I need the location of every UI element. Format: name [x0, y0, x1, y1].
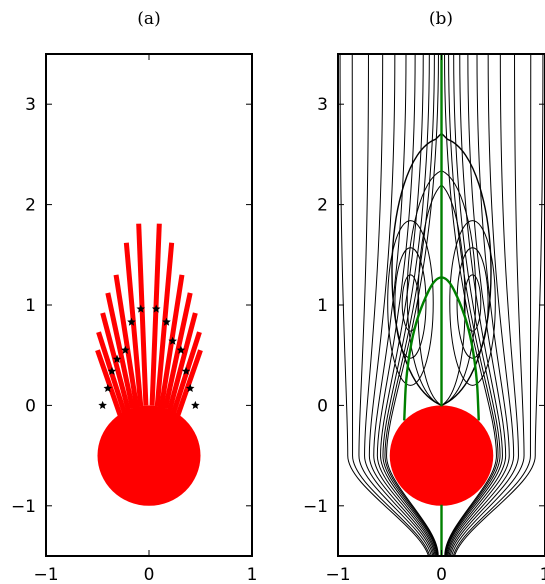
star-marker: [103, 383, 113, 392]
panel-b-axes: −1 0 1 −1 0 1 2 3: [303, 54, 545, 584]
panel-b-ytick-label: 1: [317, 296, 328, 316]
panel-a-ytick-label: 0: [25, 396, 36, 416]
star-marker: [181, 366, 191, 375]
panel-a-xtick-label: 0: [144, 565, 155, 584]
panel-a-title: (a): [137, 9, 160, 29]
streamline: [368, 54, 435, 556]
streamline: [454, 54, 544, 556]
streamline: [445, 54, 501, 556]
panel-a-xtick-label: 1: [247, 565, 258, 584]
star-marker: [176, 345, 186, 354]
vortex-loop: [394, 247, 427, 359]
streamline: [449, 54, 519, 556]
star-marker: [107, 366, 117, 375]
streamline: [386, 54, 439, 556]
streamline: [373, 54, 436, 556]
ray-line: [175, 349, 203, 417]
panel-b-ytick-label: 0: [317, 396, 328, 416]
star-marker: [112, 354, 122, 363]
vortex-loop: [463, 274, 482, 332]
panel-b-ytick-label: −1: [303, 497, 328, 517]
sphere-circle: [97, 405, 201, 506]
streamline: [452, 54, 532, 556]
ray-line: [105, 292, 135, 409]
streamline: [444, 54, 499, 556]
star-marker: [121, 345, 130, 354]
panel-a-xtick-label: −1: [33, 565, 58, 584]
streamline: [376, 54, 437, 556]
panel-b-xtick-label: 0: [436, 565, 447, 584]
ray-line: [113, 274, 140, 408]
streamline: [447, 54, 510, 556]
streamline: [448, 54, 515, 556]
vortex-loop: [449, 220, 496, 386]
vortex-loop: [401, 274, 420, 332]
streamline: [384, 54, 439, 556]
ray-line: [136, 223, 149, 406]
streamline: [351, 54, 431, 556]
panel-a-ytick-label: 1: [25, 296, 36, 316]
panel-b-ytick-label: 2: [317, 196, 328, 216]
star-marker: [136, 304, 146, 313]
panel-a-ytick-label: 3: [25, 95, 36, 115]
separatrix-curve: [403, 276, 480, 421]
star-marker: [191, 400, 200, 410]
streamline: [364, 54, 434, 556]
panel-a-ytick-label: −1: [11, 497, 36, 517]
streamline: [446, 54, 507, 556]
star-marker: [185, 383, 195, 392]
star-marker: [98, 400, 107, 410]
sphere-circle-overlay: [390, 406, 493, 505]
streamline: [382, 54, 438, 556]
vortex-loop: [456, 247, 489, 359]
star-marker: [151, 304, 161, 313]
ray-line: [163, 292, 193, 409]
panel-b-xtick-label: 1: [540, 565, 545, 584]
star-marker: [162, 317, 171, 326]
panel-a: (a) −1 0 1 −1 0 1 2 3: [11, 9, 257, 584]
streamline: [358, 54, 432, 556]
ray-line: [95, 349, 123, 417]
streamline: [451, 54, 525, 556]
panel-b: (b) −1 0 1 −1 0 1 2 3: [303, 9, 545, 584]
ray-line: [167, 312, 198, 412]
panel-b-plot-area: [339, 54, 544, 556]
vortex-loop: [387, 220, 434, 386]
panel-b-ytick-label: 3: [317, 95, 328, 115]
star-marker: [127, 317, 136, 326]
star-marker: [168, 336, 177, 345]
panel-a-plot-area: [95, 223, 203, 506]
panel-a-ytick-label: 2: [25, 196, 36, 216]
streamline: [339, 54, 429, 556]
panel-b-title: (b): [429, 9, 453, 29]
panel-a-axes: −1 0 1 −1 0 1 2 3: [11, 54, 257, 584]
streamline: [444, 54, 497, 556]
ray-line: [149, 223, 162, 406]
panel-b-xtick-label: −1: [325, 565, 350, 584]
